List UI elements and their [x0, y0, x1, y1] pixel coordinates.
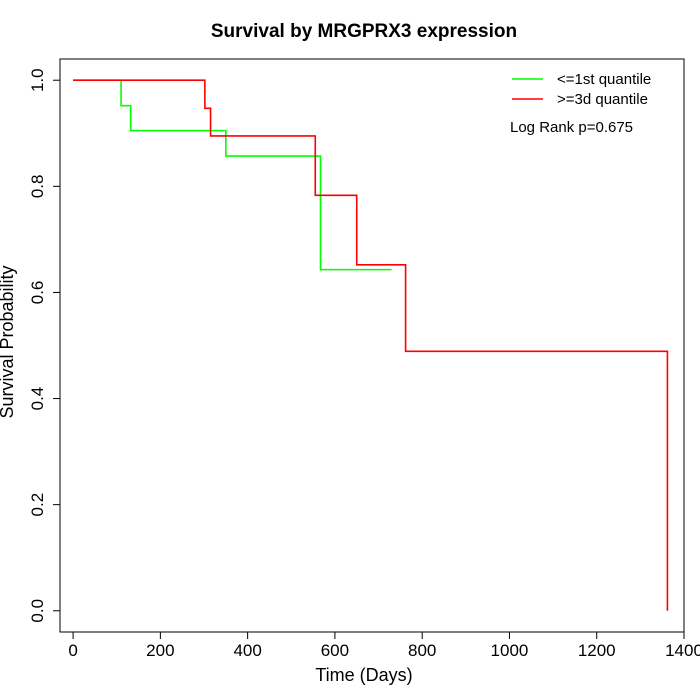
x-tick-label: 1200	[578, 641, 616, 660]
legend-label: <=1st quantile	[557, 71, 651, 88]
legend-label: >=3d quantile	[557, 91, 648, 108]
y-tick-label: 0.6	[28, 281, 47, 305]
survival-curve-1	[73, 79, 392, 271]
x-tick-label: 800	[408, 641, 436, 660]
x-tick-label: 1400	[665, 641, 700, 660]
x-axis: 0 200 400 600 800 1000 1200 1400	[68, 631, 700, 660]
y-tick-label: 0.0	[28, 599, 47, 623]
x-tick-label: 1000	[491, 641, 529, 660]
y-axis-label: Survival Probability	[0, 265, 17, 418]
x-tick-label: 600	[321, 641, 349, 660]
legend: <=1st quantile >=3d quantile	[512, 71, 651, 108]
log-rank-annotation: Log Rank p=0.675	[510, 119, 633, 136]
y-tick-label: 1.0	[28, 68, 47, 92]
x-tick-label: 0	[68, 641, 77, 660]
x-tick-label: 400	[233, 641, 261, 660]
y-tick-label: 0.2	[28, 493, 47, 517]
y-tick-label: 0.8	[28, 175, 47, 199]
chart-title: Survival by MRGPRX3 expression	[211, 21, 517, 42]
x-axis-label: Time (Days)	[315, 665, 412, 685]
series-layer	[73, 79, 669, 611]
survival-curve-2	[73, 79, 669, 611]
x-tick-label: 200	[146, 641, 174, 660]
y-axis: 0.0 0.2 0.4 0.6 0.8 1.0	[28, 68, 61, 623]
y-tick-label: 0.4	[28, 387, 47, 411]
plot-area-frame	[59, 58, 685, 633]
